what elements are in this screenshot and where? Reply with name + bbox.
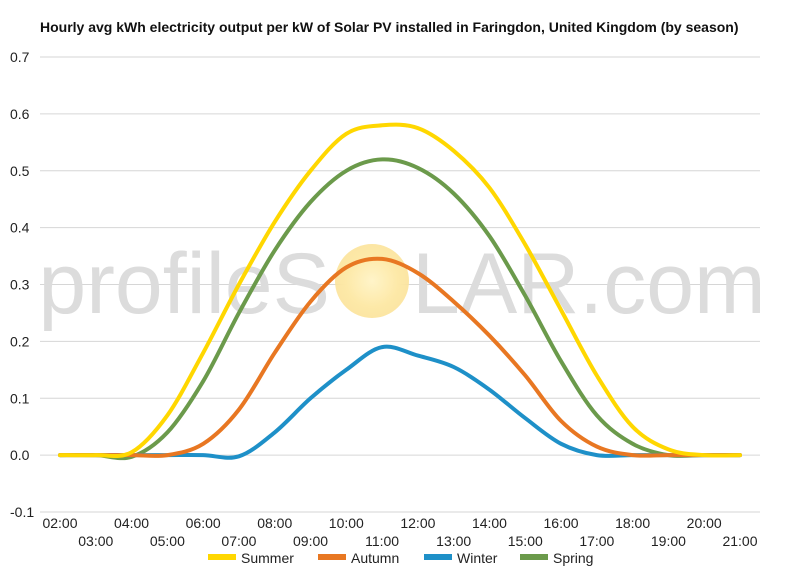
legend: Summer Autumn Winter Spring (208, 550, 593, 566)
watermark: profileS LAR.com (38, 236, 765, 332)
legend-label: Summer (241, 550, 294, 566)
chart-title: Hourly avg kWh electricity output per kW… (40, 19, 739, 35)
y-tick-label: -0.1 (10, 504, 34, 520)
x-tick-label: 04:00 (114, 515, 149, 531)
y-tick-label: 0.5 (10, 163, 30, 179)
x-tick-label: 13:00 (436, 533, 471, 549)
x-tick-label: 09:00 (293, 533, 328, 549)
legend-label: Autumn (351, 550, 399, 566)
series-lines (58, 122, 742, 461)
legend-swatch-autumn (318, 554, 346, 560)
legend-swatch-summer (208, 554, 236, 560)
series-line-winter (58, 344, 742, 460)
x-tick-label: 05:00 (150, 533, 185, 549)
series-line-summer (58, 122, 742, 459)
x-tick-label: 16:00 (544, 515, 579, 531)
legend-label: Winter (457, 550, 498, 566)
y-tick-label: 0.1 (10, 390, 30, 406)
x-tick-label: 18:00 (615, 515, 650, 531)
x-tick-label: 06:00 (186, 515, 221, 531)
y-tick-label: 0.0 (10, 447, 30, 463)
x-tick-label: 07:00 (221, 533, 256, 549)
x-tick-label: 12:00 (400, 515, 435, 531)
y-tick-label: 0.2 (10, 333, 30, 349)
y-axis-ticks: 0.7 0.6 0.5 0.4 0.3 0.2 0.1 0.0 -0.1 (10, 49, 34, 520)
x-tick-label: 14:00 (472, 515, 507, 531)
watermark-sun-icon (335, 244, 409, 318)
legend-swatch-winter (424, 554, 452, 560)
y-tick-label: 0.3 (10, 277, 30, 293)
x-tick-label: 11:00 (365, 533, 399, 549)
x-tick-label: 15:00 (508, 533, 543, 549)
x-tick-label: 20:00 (687, 515, 722, 531)
x-tick-label: 08:00 (257, 515, 292, 531)
x-tick-label: 03:00 (78, 533, 113, 549)
series-line-autumn (58, 256, 742, 458)
x-tick-label: 10:00 (329, 515, 364, 531)
x-tick-label: 19:00 (651, 533, 686, 549)
x-tick-label: 02:00 (42, 515, 77, 531)
y-tick-label: 0.6 (10, 106, 30, 122)
y-tick-label: 0.7 (10, 49, 30, 65)
legend-swatch-spring (520, 554, 548, 560)
x-tick-label: 21:00 (722, 533, 757, 549)
y-tick-label: 0.4 (10, 220, 30, 236)
legend-label: Spring (553, 550, 593, 566)
series-line-spring (58, 157, 742, 461)
x-axis-ticks: 02:00 04:00 06:00 08:00 10:00 12:00 14:00 16:00… (42, 515, 757, 549)
x-tick-label: 17:00 (579, 533, 614, 549)
watermark-text-right: LAR.com (412, 236, 766, 332)
watermark-text-left: profileS (38, 236, 330, 332)
